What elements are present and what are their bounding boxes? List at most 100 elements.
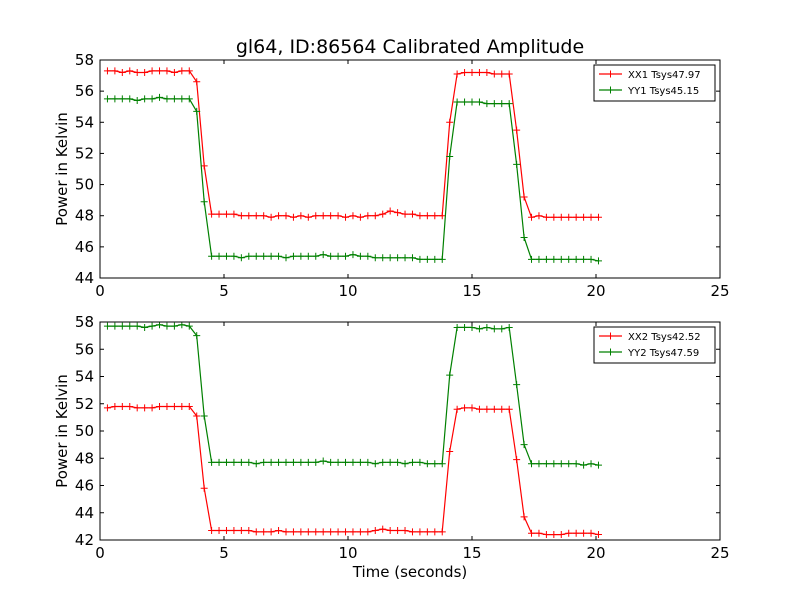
- data-point: [156, 67, 164, 75]
- data-point: [468, 404, 476, 412]
- data-point: [513, 126, 521, 134]
- y-tick-label: 50: [75, 176, 94, 194]
- data-point: [126, 402, 134, 410]
- data-point: [222, 252, 230, 260]
- y-tick-label: 54: [75, 113, 94, 131]
- data-point: [215, 252, 223, 260]
- y-axis-label: Power in Kelvin: [53, 112, 71, 226]
- data-point: [446, 447, 454, 455]
- data-point: [475, 68, 483, 76]
- data-point: [408, 458, 416, 466]
- data-point: [461, 68, 469, 76]
- data-point: [230, 252, 238, 260]
- data-point: [327, 458, 335, 466]
- data-point: [431, 460, 439, 468]
- y-tick-label: 46: [75, 477, 94, 495]
- data-point: [505, 405, 513, 413]
- data-point: [111, 402, 119, 410]
- data-point: [200, 198, 208, 206]
- data-point: [267, 528, 275, 536]
- data-point: [379, 525, 387, 533]
- data-point: [178, 95, 186, 103]
- data-point: [572, 460, 580, 468]
- data-point: [394, 209, 402, 217]
- x-tick-label: 20: [586, 544, 605, 562]
- data-point: [230, 526, 238, 534]
- data-point: [208, 458, 216, 466]
- legend-box: [593, 64, 716, 102]
- legend-entry: YY2 Tsys47.59: [599, 348, 699, 359]
- legend: XX1 Tsys47.97 YY1 Tsys45.15: [593, 64, 716, 102]
- data-point: [118, 402, 126, 410]
- data-point: [379, 254, 387, 262]
- data-point: [371, 212, 379, 220]
- data-point: [222, 526, 230, 534]
- y-tick-label: 58: [75, 313, 94, 331]
- series-line: [107, 405, 599, 536]
- data-point: [118, 68, 126, 76]
- data-point: [111, 322, 119, 330]
- data-point: [133, 322, 141, 330]
- data-point: [416, 255, 424, 263]
- data-point: [215, 458, 223, 466]
- data-point: [431, 255, 439, 263]
- data-point: [364, 528, 372, 536]
- x-tick-label: 15: [462, 544, 481, 562]
- data-point: [513, 456, 521, 464]
- data-point: [408, 210, 416, 218]
- data-point: [542, 255, 550, 263]
- data-point: [528, 460, 536, 468]
- data-point: [423, 460, 431, 468]
- data-point: [594, 213, 602, 221]
- data-point: [580, 255, 588, 263]
- y-tick-label: 42: [75, 531, 94, 549]
- data-point: [222, 458, 230, 466]
- data-point: [334, 212, 342, 220]
- data-point: [133, 68, 141, 76]
- y-tick-label: 50: [75, 422, 94, 440]
- data-point: [594, 461, 602, 469]
- data-point: [260, 212, 268, 220]
- data-point: [453, 98, 461, 106]
- data-point: [319, 528, 327, 536]
- data-point: [178, 402, 186, 410]
- data-point: [252, 460, 260, 468]
- data-point: [200, 484, 208, 492]
- data-point: [528, 255, 536, 263]
- data-point: [170, 322, 178, 330]
- data-point: [185, 402, 193, 410]
- y-tick-label: 46: [75, 238, 94, 256]
- data-point: [237, 458, 245, 466]
- data-point: [364, 252, 372, 260]
- data-point: [520, 513, 528, 521]
- data-point: [461, 323, 469, 331]
- data-point: [282, 254, 290, 262]
- data-point: [260, 528, 268, 536]
- data-point: [490, 100, 498, 108]
- data-point: [342, 213, 350, 221]
- data-point: [557, 531, 565, 539]
- data-point: [148, 404, 156, 412]
- data-point: [312, 458, 320, 466]
- data-point: [111, 67, 119, 75]
- data-point: [371, 254, 379, 262]
- data-point: [208, 526, 216, 534]
- data-point: [557, 460, 565, 468]
- series-1: [103, 67, 602, 221]
- data-point: [483, 323, 491, 331]
- data-point: [431, 212, 439, 220]
- data-point: [319, 457, 327, 465]
- data-point: [490, 325, 498, 333]
- data-point: [438, 460, 446, 468]
- data-point: [304, 213, 312, 221]
- data-point: [468, 98, 476, 106]
- data-point: [475, 405, 483, 413]
- data-point: [252, 252, 260, 260]
- data-point: [498, 325, 506, 333]
- data-point: [475, 325, 483, 333]
- data-point: [252, 212, 260, 220]
- data-point: [475, 98, 483, 106]
- data-point: [289, 528, 297, 536]
- data-point: [550, 460, 558, 468]
